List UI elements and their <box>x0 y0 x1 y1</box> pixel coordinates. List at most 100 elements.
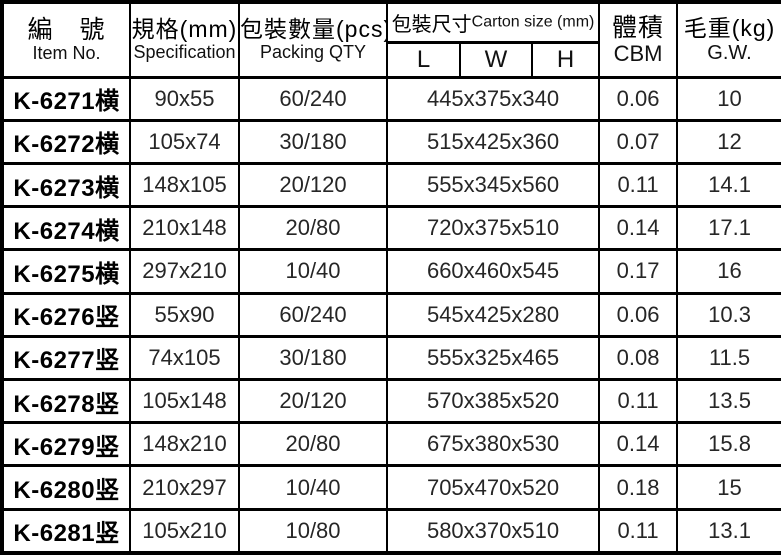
gw-cell: 15 <box>676 464 781 511</box>
cbm-cell: 0.14 <box>598 205 679 252</box>
table-row: K-6280竖 210x297 10/40 705x470x520 0.18 1… <box>1 464 781 511</box>
item-no-cell: K-6276竖 <box>1 291 131 338</box>
specification-cell: 148x105 <box>129 161 240 209</box>
table-row: K-6279竖 148x210 20/80 675x380x530 0.14 1… <box>1 421 781 468</box>
item-no-cell: K-6273横 <box>1 161 131 209</box>
packing-header-zh: 包裝數量(pcs) <box>240 15 387 42</box>
item-no-cell: K-6274横 <box>1 205 131 252</box>
carton-size-cell: 720x375x510 <box>385 205 601 252</box>
table-row: K-6273横 148x105 20/120 555x345x560 0.11 … <box>1 161 781 209</box>
carton-size-cell: 445x375x340 <box>385 75 601 122</box>
col-header-length: L <box>386 40 461 79</box>
packing-qty-cell: 10/40 <box>238 248 388 295</box>
item-no-header-zh: 編 號 <box>27 15 106 44</box>
cbm-cell: 0.06 <box>598 75 679 122</box>
packing-qty-cell: 30/180 <box>238 118 388 165</box>
spec-header-en: Specification <box>133 41 236 62</box>
packing-qty-cell: 20/80 <box>238 205 388 252</box>
table-body: K-6271横 90x55 60/240 445x375x340 0.06 10… <box>1 75 781 555</box>
carton-header-zh: 包裝尺寸 <box>391 13 472 36</box>
specification-cell: 105x210 <box>129 507 240 555</box>
col-header-cbm: 體積 CBM <box>598 0 679 79</box>
packing-header-en: Packing QTY <box>259 41 367 62</box>
carton-size-cell: 580x370x510 <box>385 507 601 555</box>
cbm-header-en: CBM <box>613 40 663 66</box>
gw-cell: 10.3 <box>676 291 781 338</box>
table-row: K-6281竖 105x210 10/80 580x370x510 0.11 1… <box>1 507 781 555</box>
specification-cell: 90x55 <box>129 75 240 122</box>
carton-size-cell: 660x460x545 <box>385 248 601 295</box>
specification-cell: 210x148 <box>129 205 240 252</box>
cbm-cell: 0.14 <box>598 421 679 468</box>
packing-qty-cell: 30/180 <box>238 334 388 382</box>
item-no-cell: K-6275横 <box>1 248 131 295</box>
gw-cell: 15.8 <box>676 421 781 468</box>
cbm-cell: 0.11 <box>598 507 679 555</box>
packing-qty-cell: 20/120 <box>238 161 388 209</box>
item-no-cell: K-6280竖 <box>1 464 131 511</box>
packing-qty-cell: 60/240 <box>238 75 388 122</box>
table-row: K-6272横 105x74 30/180 515x425x360 0.07 1… <box>1 118 781 165</box>
item-no-header-en: Item No. <box>32 42 101 63</box>
gw-cell: 12 <box>676 118 781 165</box>
specification-cell: 105x148 <box>129 378 240 425</box>
table-row: K-6276竖 55x90 60/240 545x425x280 0.06 10… <box>1 291 781 338</box>
specification-cell: 105x74 <box>129 118 240 165</box>
specification-cell: 74x105 <box>129 334 240 382</box>
gw-cell: 13.1 <box>676 507 781 555</box>
cbm-cell: 0.08 <box>598 334 679 382</box>
specification-cell: 55x90 <box>129 291 240 338</box>
table-row: K-6278竖 105x148 20/120 570x385x520 0.11 … <box>1 378 781 425</box>
table-row: K-6275横 297x210 10/40 660x460x545 0.17 1… <box>1 248 781 295</box>
packing-qty-cell: 20/120 <box>238 378 388 425</box>
cbm-cell: 0.11 <box>598 161 679 209</box>
table-row: K-6274横 210x148 20/80 720x375x510 0.14 1… <box>1 205 781 252</box>
carton-size-cell: 545x425x280 <box>385 291 601 338</box>
packing-qty-cell: 20/80 <box>238 421 388 468</box>
item-no-cell: K-6277竖 <box>1 334 131 382</box>
col-header-width: W <box>459 40 533 79</box>
carton-size-cell: 555x325x465 <box>385 334 601 382</box>
carton-size-cell: 515x425x360 <box>385 118 601 165</box>
gw-cell: 14.1 <box>676 161 781 209</box>
specification-cell: 210x297 <box>129 464 240 511</box>
cbm-cell: 0.06 <box>598 291 679 338</box>
gw-cell: 13.5 <box>676 378 781 425</box>
cbm-header-zh: 體積 <box>612 13 665 42</box>
cbm-cell: 0.11 <box>598 378 679 425</box>
gw-cell: 16 <box>676 248 781 295</box>
col-header-packing-qty: 包裝數量(pcs) Packing QTY <box>238 0 388 79</box>
col-header-carton-size: 包裝尺寸Carton size (mm) <box>385 0 601 44</box>
table-header: 編 號 Item No. 規格(mm) Specification 包裝數量(p… <box>1 0 781 79</box>
carton-size-cell: 570x385x520 <box>385 378 601 425</box>
item-no-cell: K-6278竖 <box>1 378 131 425</box>
col-header-gw: 毛重(kg) G.W. <box>676 0 781 79</box>
packing-qty-cell: 60/240 <box>238 291 388 338</box>
item-no-cell: K-6271横 <box>1 75 131 122</box>
packing-qty-cell: 10/40 <box>238 464 388 511</box>
specification-cell: 297x210 <box>129 248 240 295</box>
gw-cell: 17.1 <box>676 205 781 252</box>
specification-cell: 148x210 <box>129 421 240 468</box>
carton-header-en: Carton size (mm) <box>471 13 595 31</box>
item-no-cell: K-6281竖 <box>1 507 131 555</box>
col-header-height: H <box>530 40 601 79</box>
spec-header-zh: 規格(mm) <box>131 15 238 42</box>
gw-cell: 11.5 <box>676 334 781 382</box>
table-row: K-6271横 90x55 60/240 445x375x340 0.06 10 <box>1 75 781 122</box>
col-header-specification: 規格(mm) Specification <box>129 0 240 79</box>
carton-size-cell: 555x345x560 <box>385 161 601 209</box>
gw-header-zh: 毛重(kg) <box>683 14 776 41</box>
cbm-cell: 0.07 <box>598 118 679 165</box>
item-no-cell: K-6279竖 <box>1 421 131 468</box>
table-row: K-6277竖 74x105 30/180 555x325x465 0.08 1… <box>1 334 781 382</box>
gw-header-en: G.W. <box>707 41 752 64</box>
gw-cell: 10 <box>676 75 781 122</box>
cbm-cell: 0.18 <box>598 464 679 511</box>
col-header-item-no: 編 號 Item No. <box>1 0 131 79</box>
carton-size-cell: 675x380x530 <box>385 421 601 468</box>
cbm-cell: 0.17 <box>598 248 679 295</box>
item-no-cell: K-6272横 <box>1 118 131 165</box>
